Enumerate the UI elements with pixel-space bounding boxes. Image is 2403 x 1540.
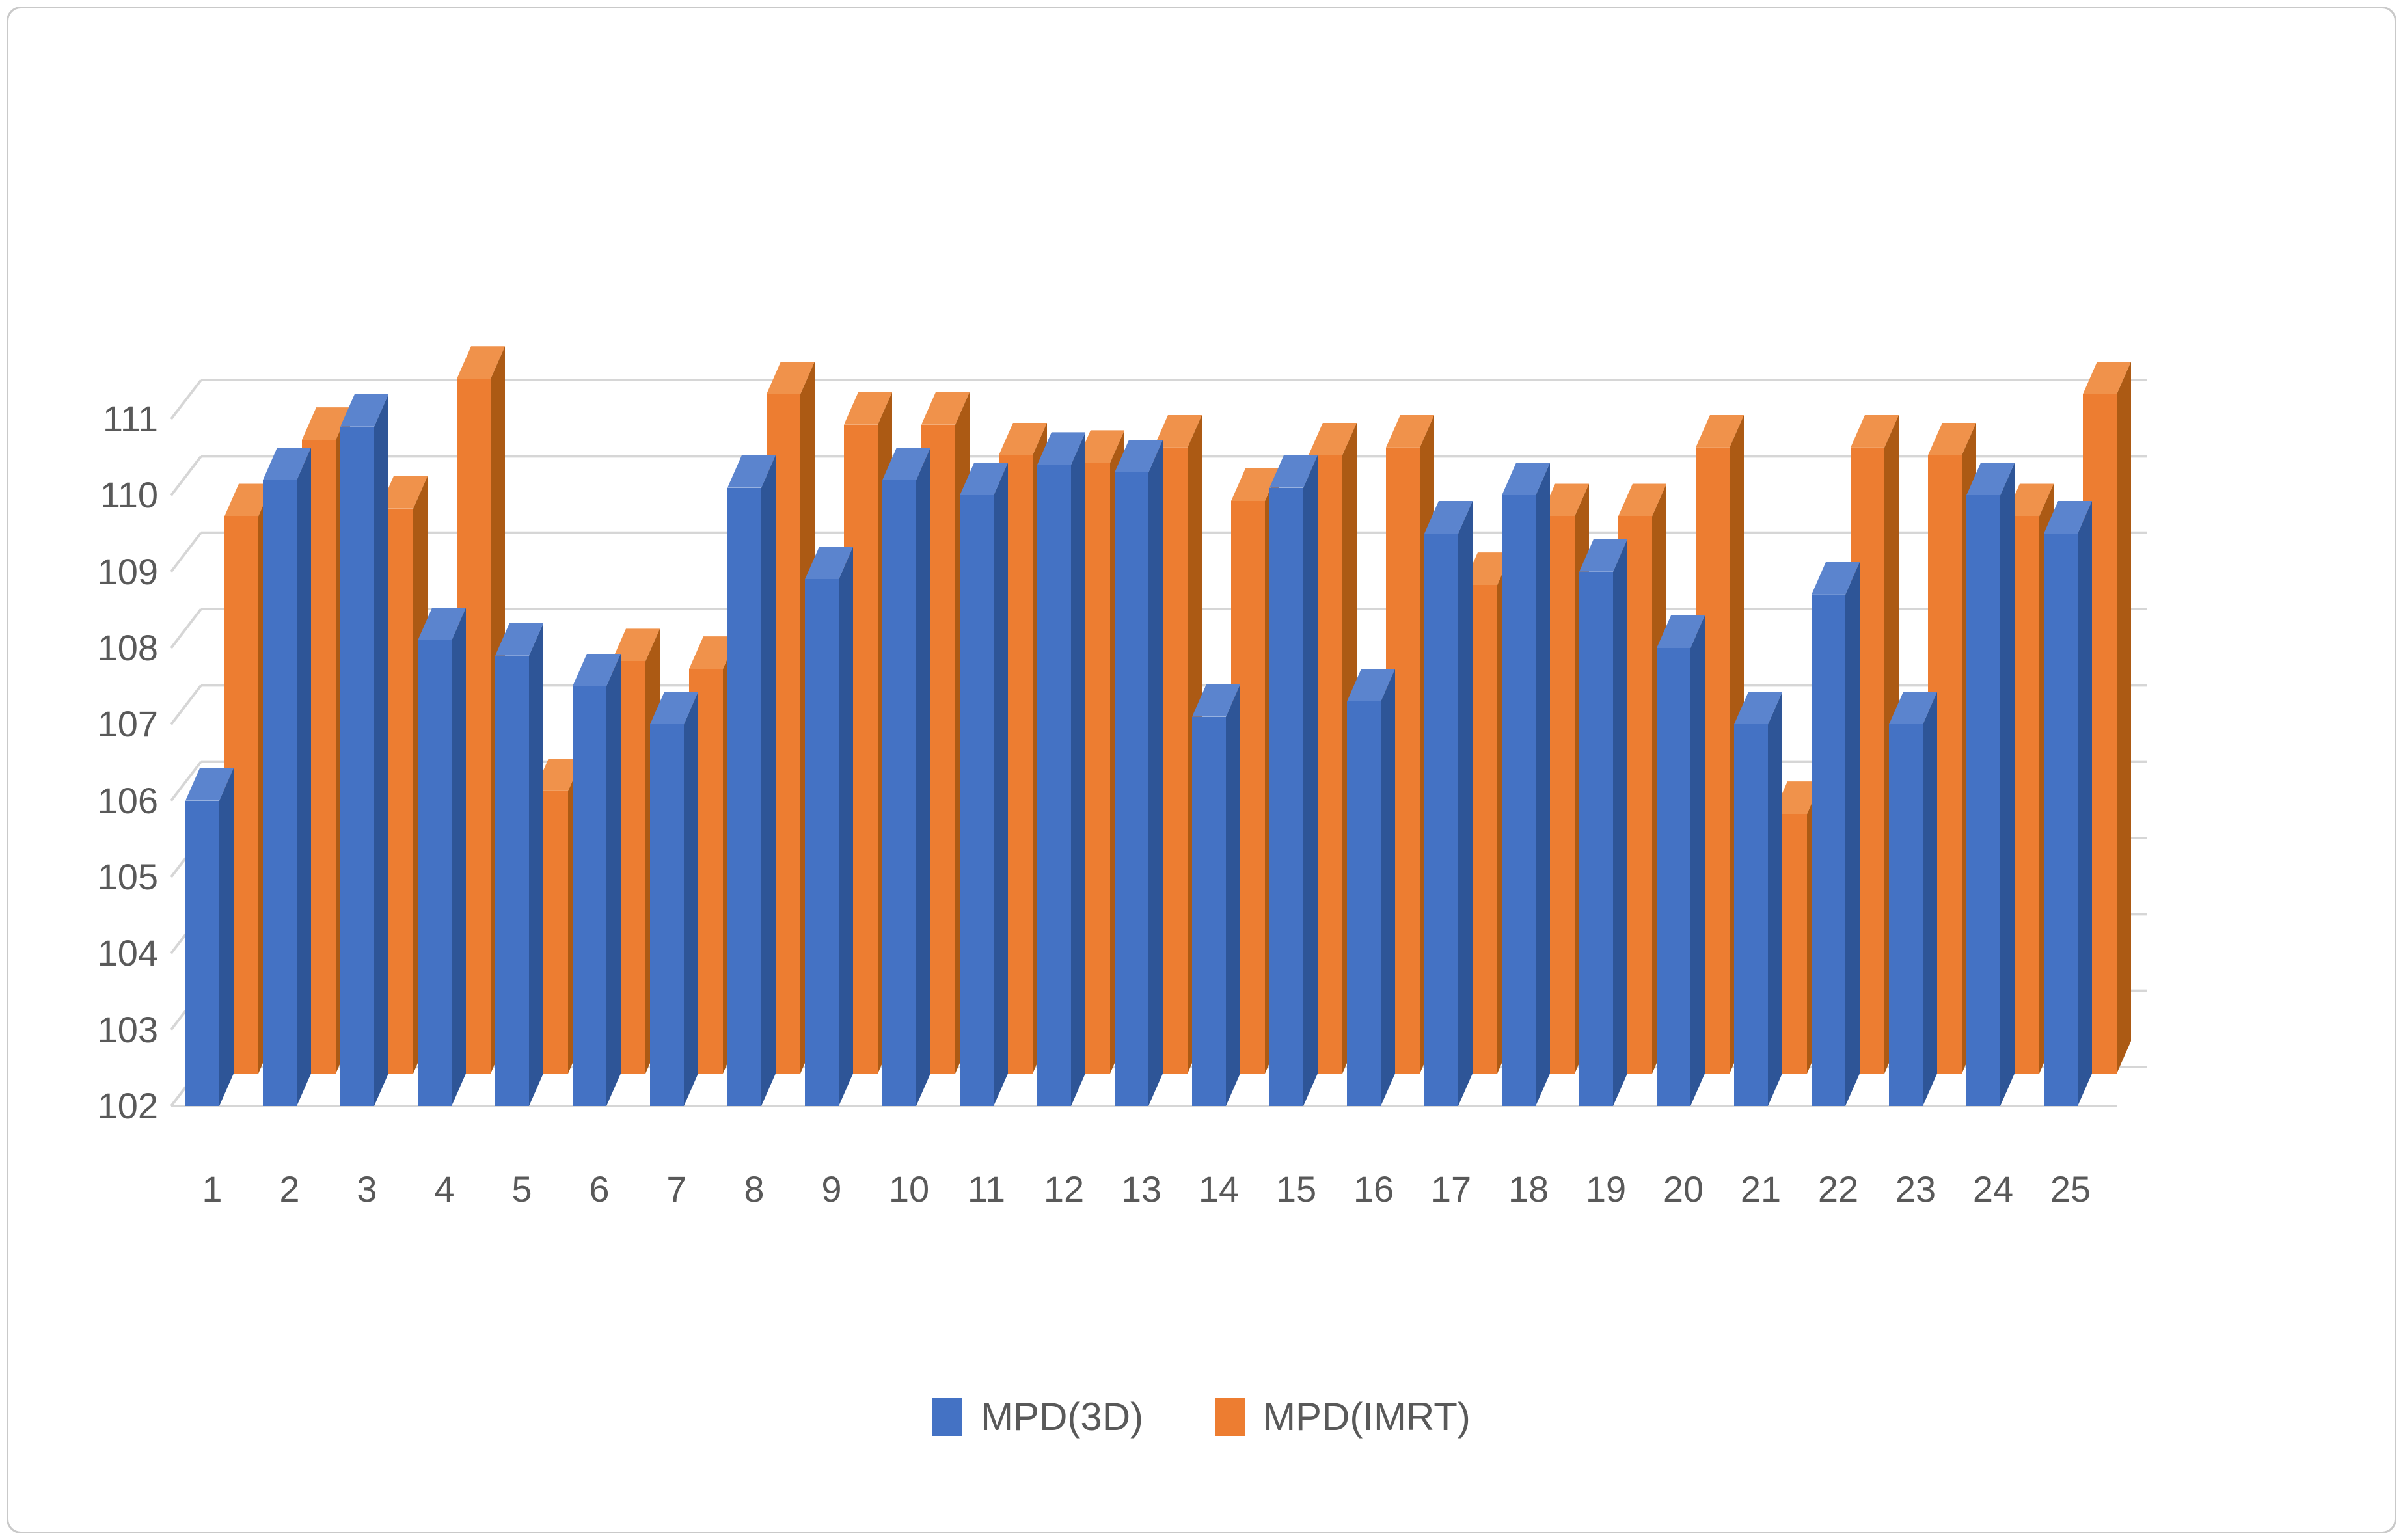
x-tick-label-10: 10 (888, 1169, 930, 1209)
bar-mpd3d-8-front (727, 487, 761, 1106)
x-tick-label-19: 19 (1585, 1169, 1627, 1209)
y-tick-label-103: 103 (97, 1008, 158, 1050)
y-tick-label-108: 108 (97, 627, 158, 669)
bar-mpd3d-7-front (650, 724, 684, 1106)
x-tick-label-22: 22 (1817, 1169, 1859, 1209)
x-tick-label-16: 16 (1353, 1169, 1394, 1209)
legend: MPD(3D) MPD(IMRT) (0, 1398, 2403, 1437)
legend-swatch-mpd3d (932, 1398, 963, 1436)
bar-mpd3d-20-side (1690, 615, 1705, 1106)
bar-mpd3d-16-front (1347, 701, 1381, 1106)
bar-mpd3d-20-front (1657, 648, 1690, 1106)
x-tick-label-14: 14 (1198, 1169, 1240, 1209)
bar-mpd3d-9-side (839, 547, 853, 1106)
bar-mpd3d-17-side (1458, 501, 1473, 1106)
bar-mpd3d-4-side (452, 608, 466, 1106)
x-tick-label-8: 8 (744, 1169, 765, 1209)
bar-mpd3d-18-front (1502, 495, 1536, 1106)
x-tick-label-6: 6 (589, 1169, 610, 1209)
bar-mpd3d-25-side (2078, 501, 2092, 1106)
bar-mpd3d-4-front (418, 640, 452, 1106)
bar-mpd3d-21-side (1768, 692, 1782, 1106)
bar-mpd3d-10-side (916, 448, 930, 1106)
x-tick-label-1: 1 (202, 1169, 223, 1209)
x-tick-label-5: 5 (511, 1169, 532, 1209)
bar-mpd3d-5-side (529, 623, 543, 1106)
legend-swatch-mpdimrt (1215, 1398, 1245, 1436)
bar-mpd3d-9-front (805, 579, 839, 1106)
bar-mpd3d-19-front (1579, 571, 1613, 1106)
bar-mpd3d-15-front (1269, 487, 1303, 1106)
bar-mpd3d-12-side (1071, 432, 1085, 1106)
bar-mpd3d-21-front (1734, 724, 1768, 1106)
bar-mpd3d-14-front (1192, 716, 1226, 1106)
bar-mpd3d-25-front (2044, 534, 2078, 1106)
x-tick-label-15: 15 (1275, 1169, 1317, 1209)
y-tick-label-109: 109 (97, 550, 158, 592)
x-tick-label-18: 18 (1508, 1169, 1549, 1209)
y-tick-label-110: 110 (100, 474, 158, 516)
y-tick-label-105: 105 (97, 856, 158, 897)
bar-mpd3d-2-side (297, 448, 311, 1106)
x-tick-label-2: 2 (279, 1169, 300, 1209)
x-tick-label-21: 21 (1740, 1169, 1782, 1209)
bar-mpd3d-6-side (606, 654, 621, 1106)
x-tick-label-11: 11 (967, 1169, 1006, 1209)
legend-label-mpdimrt: MPD(IMRT) (1263, 1395, 1471, 1439)
y-tick-label-106: 106 (97, 779, 158, 821)
bar-mpd3d-19-side (1613, 539, 1627, 1106)
x-tick-label-7: 7 (666, 1169, 687, 1209)
bar-mpd3d-1-side (219, 768, 234, 1106)
x-tick-label-3: 3 (357, 1169, 377, 1209)
bar-mpdimrt-25-side (2117, 362, 2131, 1074)
bar-mpd3d-6-front (573, 686, 606, 1106)
legend-item-mpd3d: MPD(3D) (932, 1398, 1143, 1437)
y-tick-label-107: 107 (97, 703, 158, 745)
x-tick-label-17: 17 (1430, 1169, 1472, 1209)
legend-label-mpd3d: MPD(3D) (981, 1395, 1144, 1439)
bar-mpd3d-22-side (1845, 562, 1860, 1106)
bar-mpd3d-11-side (994, 463, 1008, 1106)
y-tick-label-102: 102 (97, 1085, 158, 1126)
bar-mpd3d-23-side (1923, 692, 1937, 1106)
bar-mpd3d-15-side (1303, 455, 1318, 1106)
bar-mpd3d-11-front (960, 495, 994, 1106)
bar-mpd3d-16-side (1381, 669, 1395, 1106)
bar-mpd3d-8-side (761, 455, 776, 1106)
bar-mpd3d-22-front (1812, 594, 1845, 1106)
bar-mpd3d-12-front (1037, 465, 1071, 1106)
bar-mpd3d-3-side (374, 394, 388, 1106)
bar-mpd3d-17-front (1424, 534, 1458, 1106)
bar-mpd3d-14-side (1226, 684, 1240, 1106)
bar-mpd3d-5-front (495, 655, 529, 1106)
bar-mpd3d-3-front (340, 426, 374, 1106)
bar-mpd3d-24-front (1966, 495, 2000, 1106)
bar-mpd3d-24-side (2000, 463, 2015, 1106)
x-tick-label-25: 25 (2050, 1169, 2091, 1209)
x-tick-label-9: 9 (821, 1169, 842, 1209)
x-tick-label-4: 4 (434, 1169, 455, 1209)
x-tick-label-13: 13 (1120, 1169, 1162, 1209)
legend-item-mpdimrt: MPD(IMRT) (1215, 1398, 1471, 1437)
bar-mpd3d-10-front (882, 480, 916, 1106)
y-tick-label-104: 104 (97, 932, 158, 974)
bar-mpd3d-13-front (1115, 472, 1148, 1106)
bar-mpd3d-7-side (684, 692, 698, 1106)
x-tick-label-24: 24 (1972, 1169, 2014, 1209)
bar-mpd3d-23-front (1889, 724, 1923, 1106)
x-tick-label-23: 23 (1895, 1169, 1936, 1209)
bar-mpd3d-1-front (185, 800, 219, 1106)
x-tick-label-12: 12 (1043, 1169, 1085, 1209)
x-tick-label-20: 20 (1663, 1169, 1704, 1209)
y-tick-label-111: 111 (102, 398, 158, 440)
bar-mpd3d-18-side (1536, 463, 1550, 1106)
bar-mpd3d-2-front (263, 480, 297, 1106)
bar-mpd3d-13-side (1148, 440, 1163, 1106)
